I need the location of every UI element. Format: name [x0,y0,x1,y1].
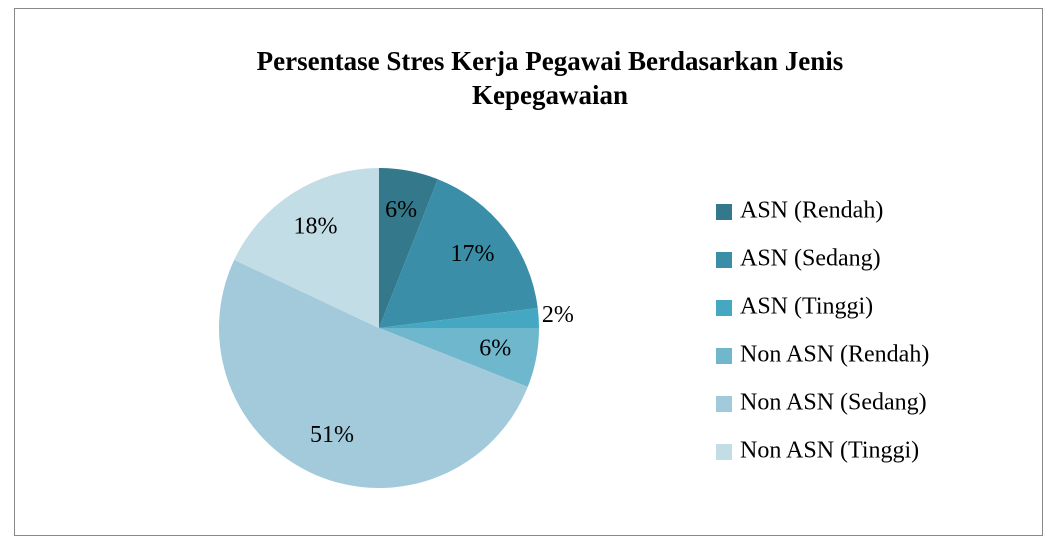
chart-title: Persentase Stres Kerja Pegawai Berdasark… [256,46,844,110]
pie-slice [379,168,438,328]
legend-swatch [716,348,732,364]
data-label: 6% [385,197,417,223]
legend-label: ASN (Rendah) [740,198,883,224]
pie-slice [379,328,539,387]
pie-slice [234,168,379,328]
legend-swatch [716,300,732,316]
legend-swatch [716,396,732,412]
legend-label: Non ASN (Rendah) [740,342,929,368]
legend-label: Non ASN (Sedang) [740,390,927,416]
legend-label: ASN (Tinggi) [740,294,873,320]
pie-slice [219,259,528,488]
legend-label: ASN (Sedang) [740,246,881,272]
legend-swatch [716,444,732,460]
legend-swatch [716,204,732,220]
pie-slice [379,307,539,328]
data-label: 18% [294,214,338,240]
legend-label: Non ASN (Tinggi) [740,438,919,464]
data-label: 6% [479,336,511,362]
legend-swatch [716,252,732,268]
data-label: 17% [451,241,495,267]
data-label: 51% [310,422,354,448]
pie-slice [379,179,538,328]
data-label: 2% [542,302,574,328]
